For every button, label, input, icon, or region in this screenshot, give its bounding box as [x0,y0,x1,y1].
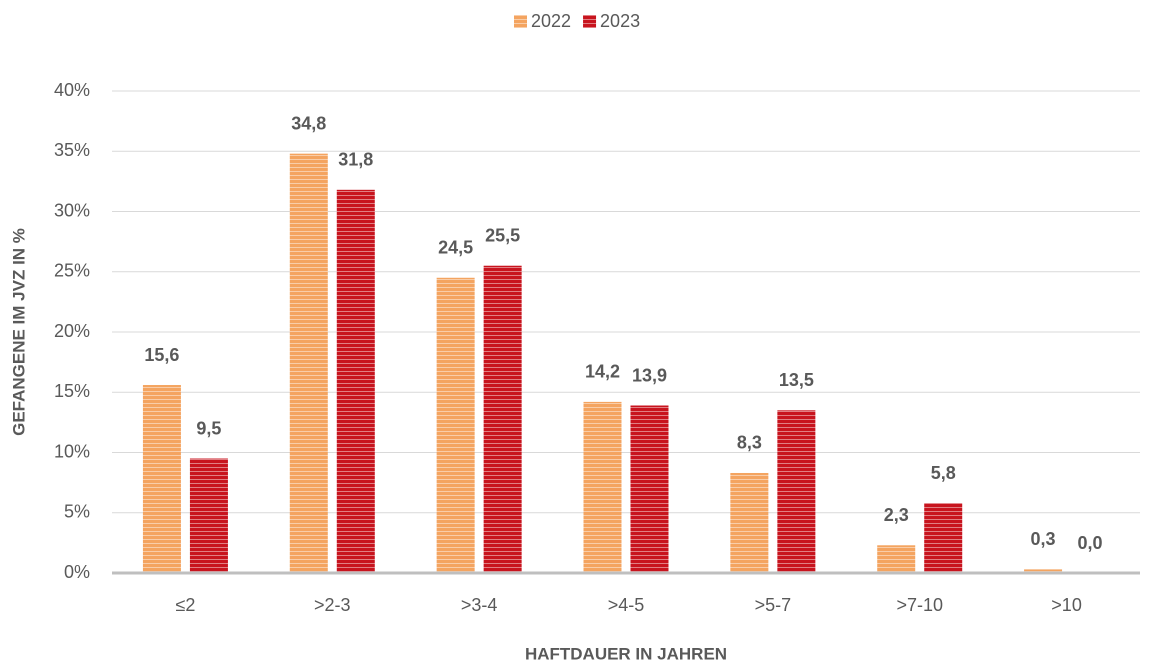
data-label: 0,3 [1031,529,1056,549]
legend-swatch [583,15,597,28]
data-label: 5,8 [931,463,956,483]
y-tick-label: 5% [64,502,90,522]
y-tick-label: 20% [54,321,90,341]
y-tick-label: 35% [54,140,90,160]
data-label: 8,3 [737,433,762,453]
x-tick-label: ≤2 [175,595,195,615]
bar [189,458,228,573]
bar [777,410,816,573]
x-tick-label: >10 [1051,595,1082,615]
data-label: 34,8 [291,113,326,133]
data-label: 15,6 [144,345,179,365]
y-axis-title: GEFANGENE IM JVZ IN % [9,228,28,436]
x-axis-title: HAFTDAUER IN JAHREN [525,644,727,663]
y-tick-label: 15% [54,381,90,401]
data-label: 13,9 [632,365,667,385]
y-tick-label: 40% [54,80,90,100]
x-tick-label: >2-3 [314,595,351,615]
y-tick-label: 0% [64,562,90,582]
data-label: 13,5 [779,370,814,390]
bar [583,401,622,573]
bar [142,385,181,573]
bar [730,472,769,573]
x-tick-label: >5-7 [755,595,792,615]
x-tick-label: >3-4 [461,595,498,615]
legend-label: 2023 [600,11,640,31]
bar [289,153,328,573]
bar [436,277,475,573]
x-tick-label: >7-10 [896,595,943,615]
data-label: 24,5 [438,238,473,258]
data-label: 25,5 [485,225,520,245]
bar [877,545,916,573]
x-tick-label: >4-5 [608,595,645,615]
bar [924,503,963,573]
bar [483,265,522,573]
bar [1024,569,1063,573]
bar [630,405,669,573]
legend-swatch [514,15,527,28]
data-label: 0,0 [1078,533,1103,553]
legend-label: 2022 [531,11,571,31]
data-label: 31,8 [338,150,373,170]
y-tick-label: 30% [54,200,90,220]
bar [336,189,375,573]
data-label: 14,2 [585,362,620,382]
y-tick-label: 25% [54,261,90,281]
data-label: 9,5 [196,418,221,438]
data-label: 2,3 [884,505,909,525]
y-tick-label: 10% [54,441,90,461]
